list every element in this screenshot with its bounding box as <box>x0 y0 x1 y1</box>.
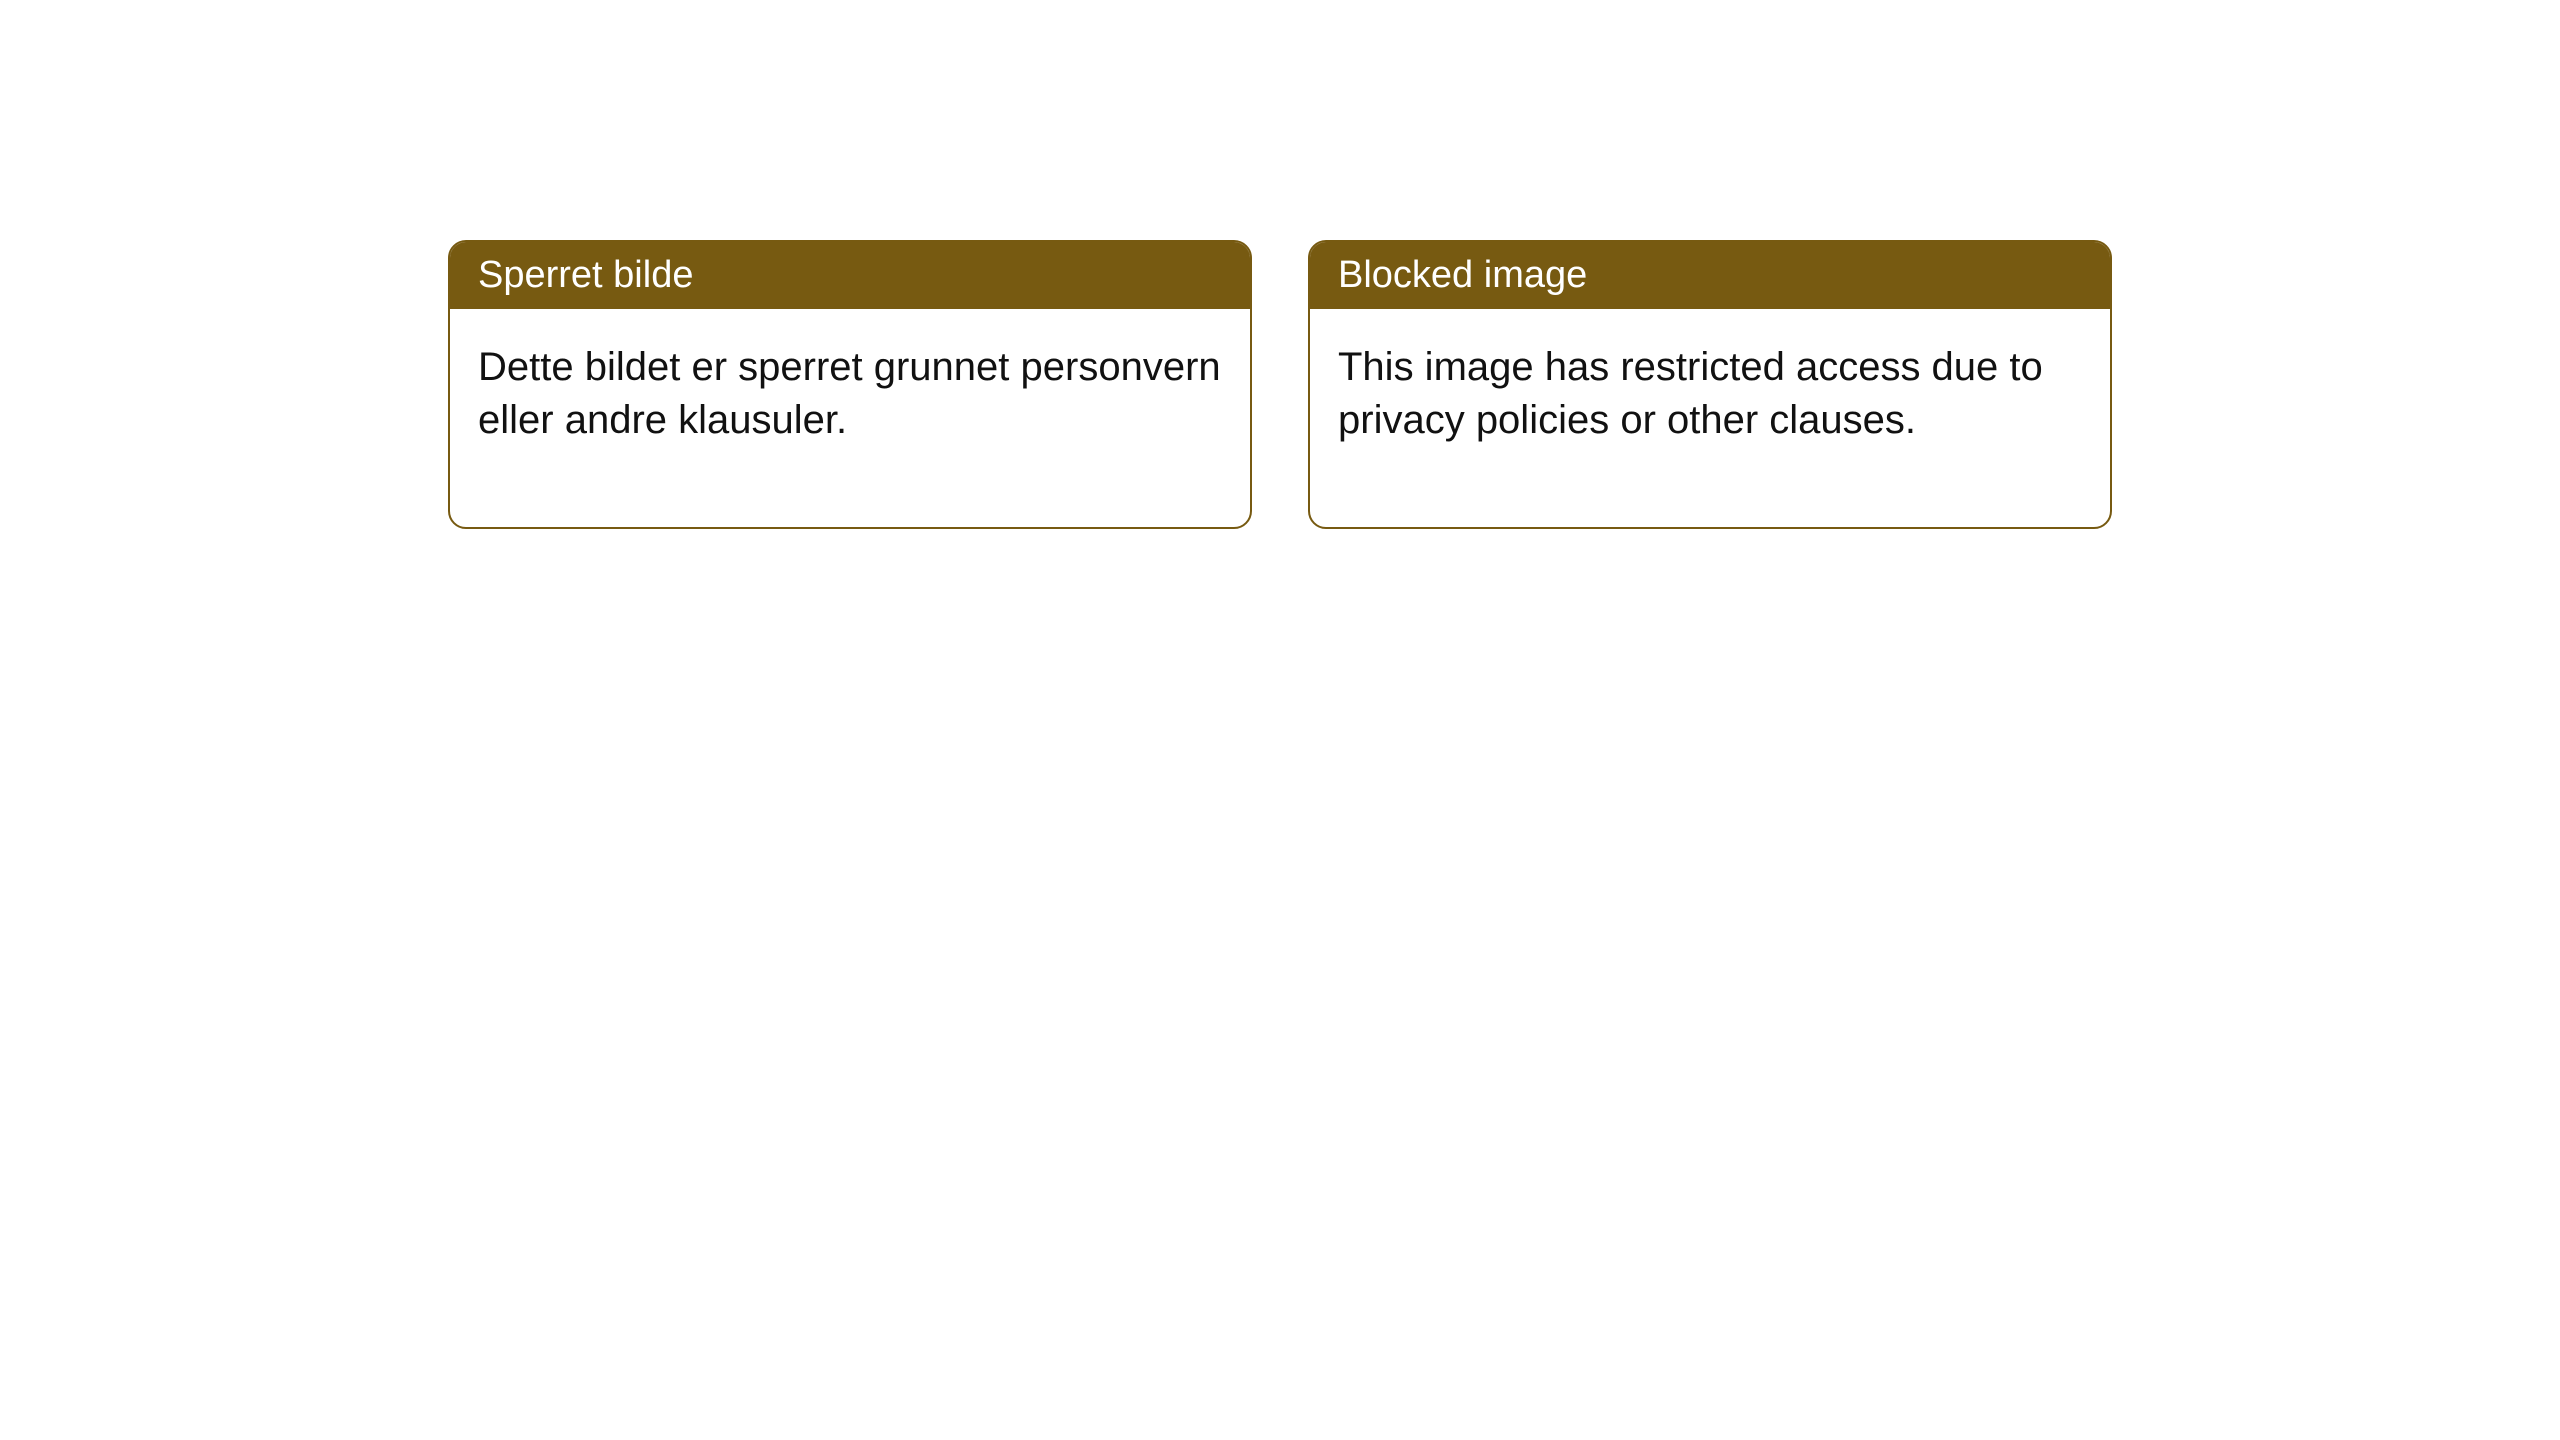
notice-container: Sperret bilde Dette bildet er sperret gr… <box>448 240 2112 529</box>
notice-card-english: Blocked image This image has restricted … <box>1308 240 2112 529</box>
notice-title-norwegian: Sperret bilde <box>450 242 1250 309</box>
notice-card-norwegian: Sperret bilde Dette bildet er sperret gr… <box>448 240 1252 529</box>
notice-body-norwegian: Dette bildet er sperret grunnet personve… <box>450 309 1250 527</box>
notice-body-english: This image has restricted access due to … <box>1310 309 2110 527</box>
notice-title-english: Blocked image <box>1310 242 2110 309</box>
